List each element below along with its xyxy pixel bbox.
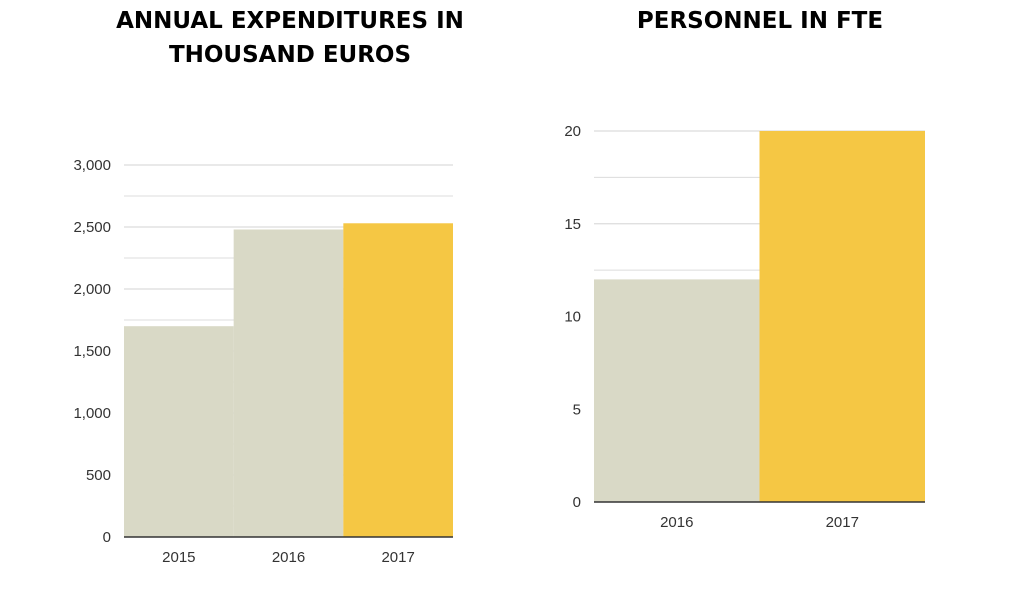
personnel-y-tick-label: 0 [573,494,581,511]
personnel-bar-2017 [759,131,925,502]
expenditures-y-tick-label: 3,000 [73,157,111,174]
personnel-y-tick-label: 5 [573,401,581,418]
personnel-y-tick-label: 15 [564,216,581,233]
personnel-x-tick-label: 2016 [660,514,693,531]
expenditures-y-tick-label: 2,500 [73,219,111,236]
expenditures-y-tick-label: 1,000 [73,405,111,422]
expenditures-x-tick-label: 2017 [381,549,414,566]
chart-title-expenditures: ANNUAL EXPENDITURES IN THOUSAND EUROS [116,8,464,68]
personnel-y-tick-label: 20 [564,123,581,140]
personnel-bar-2016 [594,279,760,502]
expenditures-bar-2015 [124,326,234,537]
expenditures-y-tick-label: 0 [103,529,111,546]
expenditures-y-tick-label: 500 [86,467,111,484]
expenditures-bar-2017 [343,223,453,537]
expenditures-x-tick-label: 2016 [272,549,305,566]
expenditures-x-tick-label: 2015 [162,549,195,566]
expenditures-bar-2016 [233,229,344,538]
expenditures-y-tick-label: 1,500 [73,343,111,360]
personnel-x-tick-label: 2017 [826,514,859,531]
personnel-y-tick-label: 10 [564,309,581,326]
expenditures-y-tick-label: 2,000 [73,281,111,298]
chart-title-personnel: PERSONNEL IN FTE [636,8,884,34]
